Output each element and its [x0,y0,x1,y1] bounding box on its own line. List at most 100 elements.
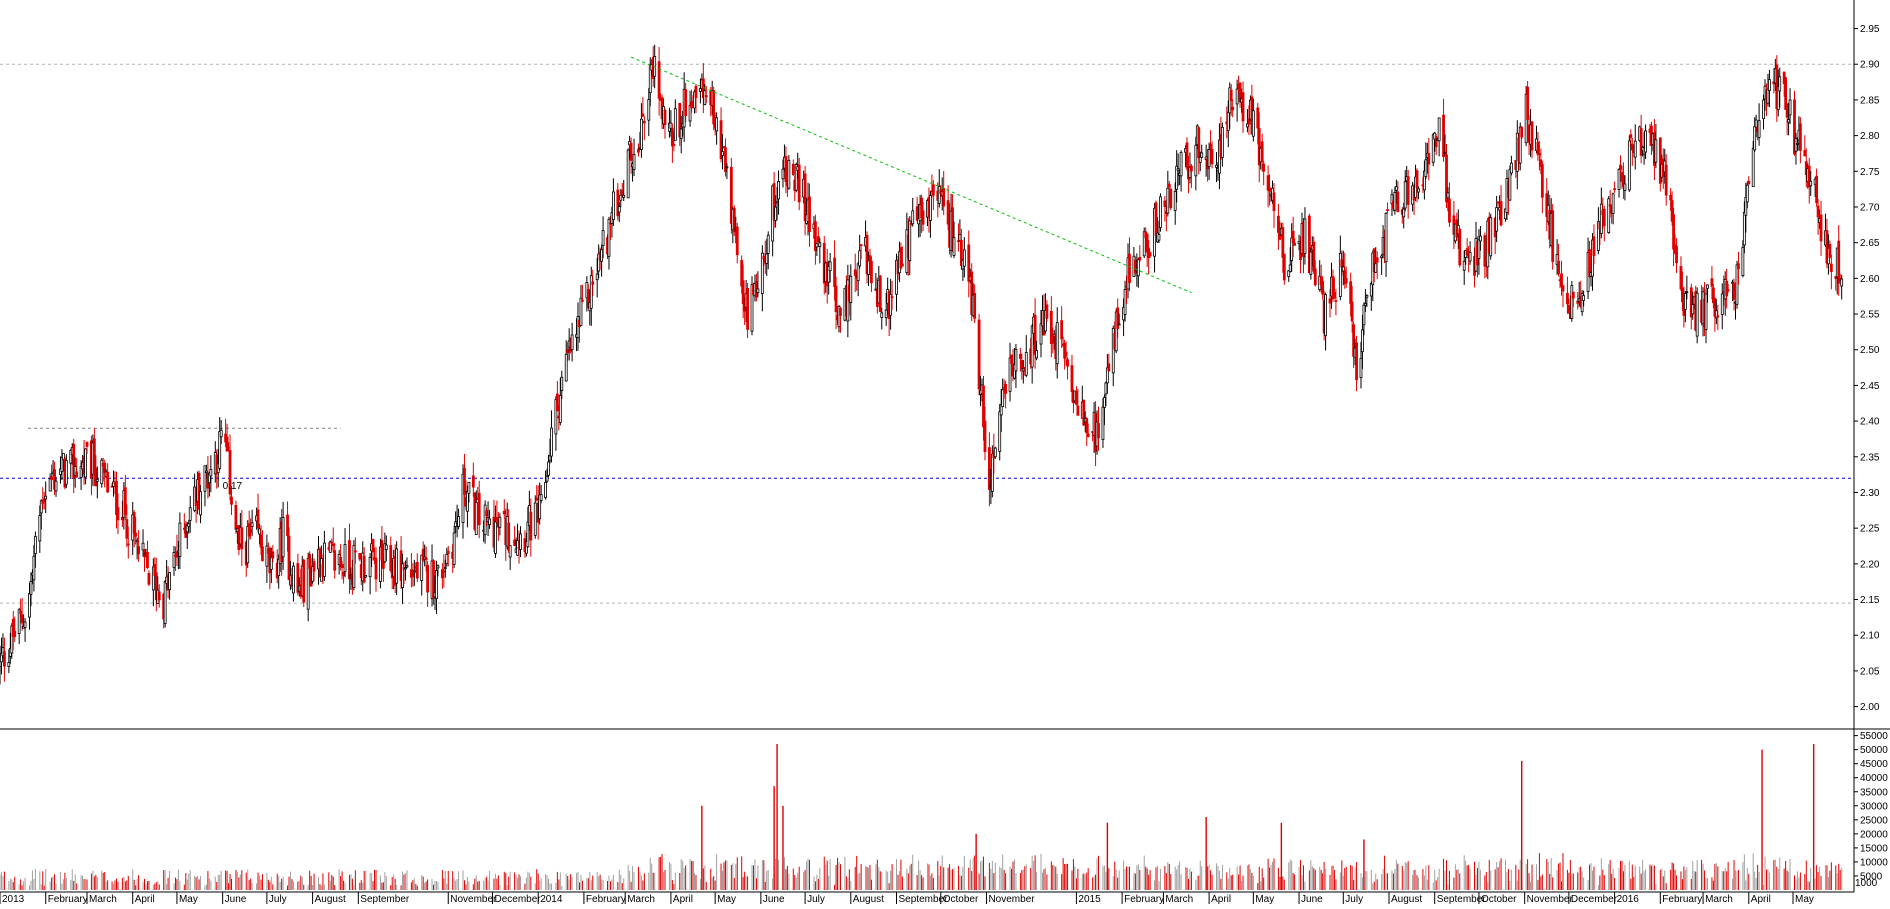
candle-body [519,533,522,550]
candle-body [1128,253,1131,284]
candle-body [1664,164,1668,196]
candle-body [1321,280,1325,295]
candle-body [998,411,1002,452]
candle-body [483,504,487,536]
candle-body [1726,289,1730,292]
candle-body [663,109,667,126]
candle-body [931,184,935,196]
candle-body [715,117,719,132]
candle-body [1334,300,1338,302]
candle-body [901,263,904,267]
candle-body [750,284,754,332]
candle-body [1163,200,1167,208]
candle-body [1060,320,1064,340]
candle-body [1375,257,1379,263]
candle-body [1415,170,1419,189]
candle-body [1422,170,1426,191]
candle-body [1030,325,1034,368]
candle-body [1732,282,1736,300]
candle-body [420,554,424,581]
candle-body [1608,204,1612,207]
candle-body [1008,357,1012,392]
candle-body [1101,406,1105,440]
annotation-label: 0.17 [223,481,243,492]
candle-body [1200,152,1204,158]
candle-body [435,570,438,600]
candle-body [1344,278,1348,284]
x-axis-label: March [627,894,655,904]
candle-body [1260,141,1264,162]
candle-body [48,478,52,492]
candle-body [44,495,48,500]
candle-body [1111,327,1115,374]
candle-body [471,475,475,488]
candle-body [878,275,882,312]
candle-body [1479,235,1482,242]
candle-body [1365,294,1369,298]
candle-body [1001,389,1005,408]
volume-y-tick-label: 55000 [1860,731,1888,742]
candle-body [1571,291,1575,299]
candle-body [302,559,306,603]
candle-body [1442,114,1445,157]
candle-body [1602,208,1606,227]
candle-body [137,546,141,555]
candle-body [1020,360,1024,370]
candle-body [1747,180,1751,185]
candle-body [1157,234,1161,241]
x-axis-label: November [988,894,1035,904]
candle-body [672,144,676,146]
candle-body [1328,298,1332,304]
candle-body [1518,126,1522,164]
candle-body [488,518,491,526]
candle-body [446,550,450,554]
candle-body [1629,134,1633,138]
candle-body [526,521,530,548]
candle-body [766,234,770,254]
candle-body [958,233,962,241]
candle-body [1672,214,1675,250]
candle-body [1424,159,1428,178]
candle-body [735,226,739,256]
candle-body [1198,156,1202,163]
candle-body [673,108,677,141]
candle-body [292,565,295,594]
volume-y-tick-label: 30000 [1860,801,1888,812]
candle-body [1231,106,1235,111]
candle-body [775,201,779,204]
candle-body [1179,152,1183,177]
candle-body [1536,141,1540,155]
candle-body [271,551,275,559]
candle-body [1815,175,1819,204]
candle-body [1107,363,1111,372]
candle-body [1588,249,1591,277]
candle-body [1076,405,1080,416]
candle-body [781,168,785,180]
candle-body [411,572,415,577]
candle-body [134,532,138,537]
candle-body [721,151,724,157]
candle-body [163,580,167,624]
candle-body [1745,184,1749,203]
price-y-tick-label: 2.00 [1860,702,1880,713]
candle-body [1262,163,1266,172]
candle-body [1446,192,1450,199]
candle-body [368,556,372,577]
candle-body [890,296,894,299]
candle-body [1226,111,1230,131]
candle-body [760,252,764,294]
candle-body [670,128,674,147]
candle-body [1468,252,1472,262]
candle-body [535,497,539,501]
candle-body [308,553,312,569]
candle-body [1313,268,1317,286]
candle-body [679,128,683,139]
candle-body [135,539,139,543]
candle-body [1753,125,1757,151]
candle-body [205,470,208,473]
candle-body [1483,235,1487,267]
candle-body [1691,304,1695,315]
candle-body [1445,154,1448,203]
candle-body [1402,208,1406,218]
candle-body [1582,295,1586,301]
